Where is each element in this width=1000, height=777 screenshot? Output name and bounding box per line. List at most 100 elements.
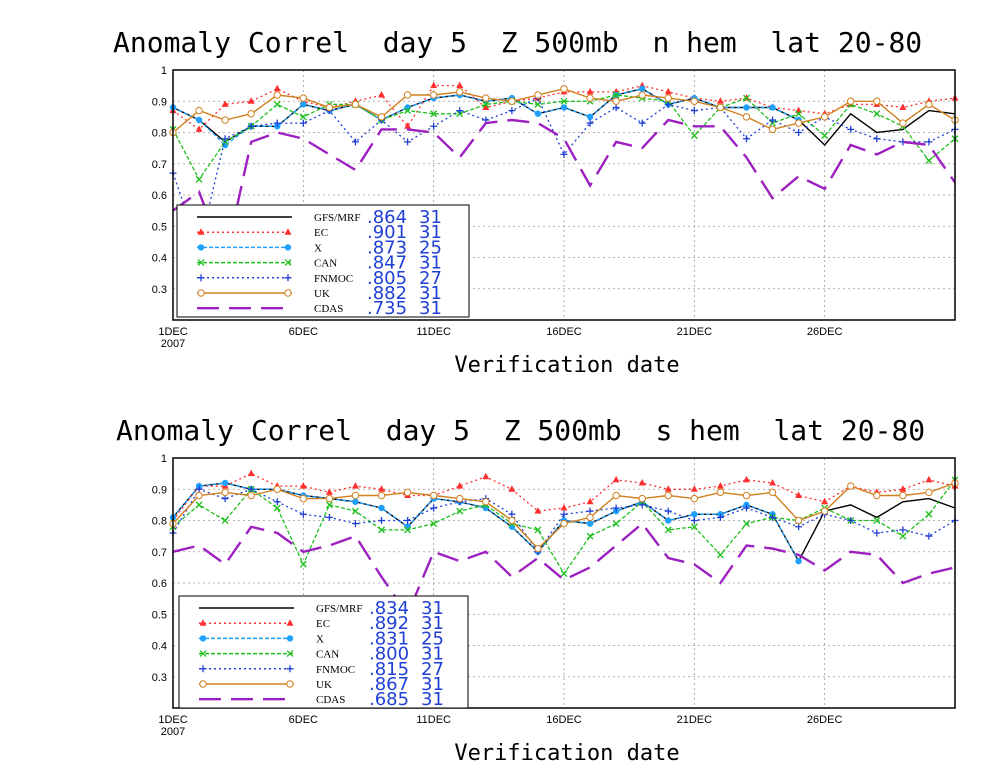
triangle-marker [716, 97, 724, 104]
circle-marker [795, 557, 802, 565]
open-circle-marker [586, 94, 594, 102]
y-tick-label: 0.8 [152, 128, 167, 140]
plus-marker [199, 665, 207, 673]
triangle-marker [286, 619, 294, 626]
legend-score: .735 [367, 298, 407, 319]
open-circle-marker [299, 94, 308, 102]
open-circle-marker [847, 97, 855, 105]
plus-marker [690, 517, 698, 524]
triangle-marker [378, 91, 386, 98]
triangle-marker [795, 491, 803, 498]
legend-score: .847 [367, 253, 407, 274]
plus-marker [378, 517, 386, 524]
open-circle-marker [247, 491, 255, 500]
legend-label: GFS/MRF [316, 603, 362, 615]
y-tick-label: 1 [161, 453, 167, 465]
legend-box [178, 595, 469, 709]
legend-label: CDAS [316, 694, 345, 706]
circle-marker [586, 113, 594, 121]
plus-marker [299, 119, 307, 127]
x-marker [286, 650, 294, 658]
chart-title: Anomaly Correl day 5 Z 500mb n hem lat 2… [113, 26, 922, 59]
plus-marker [586, 507, 594, 515]
open-circle-marker [325, 494, 334, 503]
open-circle-marker [221, 116, 229, 124]
legend-score: .805 [367, 268, 407, 289]
x-marker [795, 110, 803, 118]
x-marker [743, 520, 750, 528]
plus-marker [456, 107, 464, 115]
open-circle-marker [403, 488, 412, 497]
triangle-marker [482, 103, 490, 110]
open-circle-marker [508, 516, 516, 525]
open-circle-marker [534, 91, 542, 99]
plus-marker [430, 122, 438, 130]
plus-marker [404, 517, 412, 524]
x-marker [197, 259, 205, 267]
plus-marker [560, 510, 568, 518]
x-marker [404, 107, 412, 115]
legend-label: FNMOC [314, 273, 353, 285]
triangle-marker [197, 228, 205, 235]
legend-entry: GFS/MRF .834 31 [199, 598, 444, 619]
legend-entry: CDAS .685 31 [199, 689, 444, 710]
series-line [172, 521, 956, 617]
plus-marker [612, 104, 620, 111]
x-marker [873, 110, 881, 118]
x-marker [690, 132, 698, 140]
open-circle-marker [899, 491, 907, 500]
open-circle-marker [768, 488, 777, 497]
x-marker [482, 100, 490, 108]
legend-entry: EC .892 31 [199, 613, 444, 634]
circle-marker [378, 504, 385, 512]
x-marker [430, 110, 438, 118]
plus-marker [247, 122, 255, 130]
legend-label: X [316, 633, 324, 645]
x-tick-label: 26DEC [807, 326, 843, 338]
circle-marker [691, 511, 698, 518]
triangle-marker [247, 469, 255, 477]
triangle-marker [638, 479, 646, 486]
open-circle-marker [197, 289, 205, 297]
legend-count: 31 [421, 613, 444, 634]
legend-count: 31 [421, 689, 444, 710]
x-marker [925, 157, 933, 165]
plus-marker [325, 513, 333, 521]
legend-count: 27 [419, 268, 442, 289]
circle-marker [284, 244, 292, 251]
x-tick-label: 11DEC [416, 714, 451, 726]
plus-marker [404, 138, 412, 146]
y-tick-label: 0.8 [152, 516, 167, 528]
plus-marker [847, 125, 855, 133]
x-tick-label: 6DEC [289, 326, 318, 338]
legend-count: 31 [419, 283, 442, 304]
legend-score: .685 [369, 689, 409, 710]
open-circle-marker [690, 494, 699, 503]
triangle-marker [899, 485, 907, 492]
chart-panel-shem: Anomaly Correl day 5 Z 500mb s hem lat 2… [116, 414, 959, 766]
open-circle-marker [508, 97, 516, 105]
x-marker [716, 551, 724, 559]
legend-entry: FNMOC .805 27 [197, 268, 442, 289]
open-circle-marker [286, 680, 294, 688]
plot-frame [172, 69, 956, 321]
chart-title: Anomaly Correl day 5 Z 500mb s hem lat 2… [116, 414, 925, 447]
plus-marker [508, 107, 516, 115]
x-marker [273, 100, 281, 108]
plus-marker [690, 107, 698, 115]
x-marker [221, 517, 229, 524]
plus-marker [284, 274, 292, 282]
legend-entry: X .873 25 [197, 237, 442, 258]
open-circle-marker [794, 119, 803, 127]
plus-marker [247, 485, 255, 493]
legend-entry: X .831 25 [199, 628, 444, 649]
open-circle-marker [612, 97, 620, 105]
plus-marker [925, 532, 933, 540]
y-tick-label: 0.9 [152, 96, 167, 108]
triangle-marker [716, 482, 724, 489]
triangle-marker [325, 488, 333, 495]
legend-entry: EC .901 31 [197, 222, 442, 243]
series-uk [169, 479, 959, 553]
plus-marker [221, 135, 229, 143]
